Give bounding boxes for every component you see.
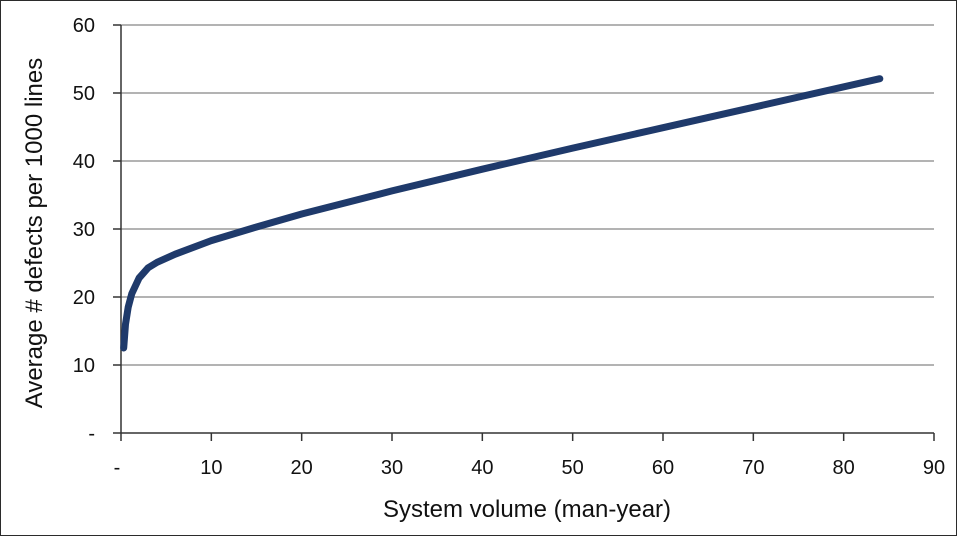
x-tick-label: 20 (291, 457, 313, 479)
y-tick-label: - (88, 423, 95, 445)
x-tick-label: 30 (381, 457, 403, 479)
x-tick-label: - (114, 457, 121, 479)
y-tick-label: 60 (73, 15, 95, 37)
x-tick-label: 10 (200, 457, 222, 479)
x-tick-label: 90 (923, 457, 945, 479)
x-tick-label: 40 (471, 457, 493, 479)
gridlines (121, 24, 934, 366)
tick-labels: - 10 20 30 40 50 60 - 10 20 30 40 50 60 70 80 90 (73, 15, 945, 479)
y-tick-label: 10 (73, 355, 95, 377)
x-tick-label: 60 (652, 457, 674, 479)
x-tick-label: 80 (833, 457, 855, 479)
axes (113, 24, 935, 441)
x-tick-label: 50 (562, 457, 584, 479)
x-tick-label: 70 (742, 457, 764, 479)
y-tick-label: 40 (73, 151, 95, 173)
y-tick-label: 50 (73, 83, 95, 105)
y-axis-title: Average # defects per 1000 lines (21, 58, 48, 408)
y-tick-label: 30 (73, 219, 95, 241)
series-layer (120, 75, 884, 352)
x-axis-title: System volume (man-year) (383, 496, 671, 523)
y-tick-label: 20 (73, 287, 95, 309)
defects-series-line (120, 75, 884, 352)
